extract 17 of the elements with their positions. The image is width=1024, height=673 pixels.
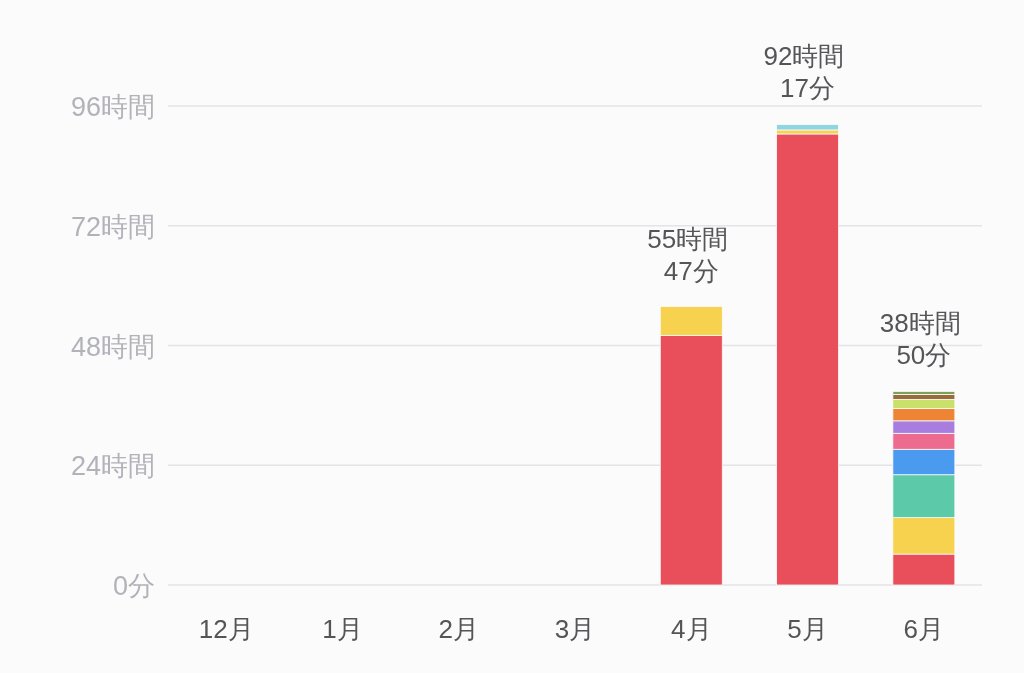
x-tick-label: 4月 (671, 614, 712, 644)
x-tick-label: 6月 (903, 614, 945, 644)
x-tick-label: 2月 (438, 614, 479, 644)
x-tick-label: 5月 (787, 614, 828, 644)
bar (776, 133, 839, 586)
y-tick-label: 72時間 (70, 211, 155, 242)
y-tick-label: 24時間 (70, 451, 155, 482)
total-label: 55時間 47分 (647, 223, 729, 286)
x-tick-label: 1月 (322, 614, 363, 644)
y-tick-label: 0分 (112, 571, 155, 601)
y-tick-label: 48時間 (70, 331, 155, 362)
bar (776, 124, 839, 131)
x-tick-label: 3月 (554, 614, 596, 644)
total-label: 92時間 17分 (763, 41, 845, 104)
x-tick-label: 12月 (198, 614, 254, 644)
y-tick-label: 96時間 (70, 92, 155, 122)
total-label: 38時間 50分 (879, 308, 961, 371)
